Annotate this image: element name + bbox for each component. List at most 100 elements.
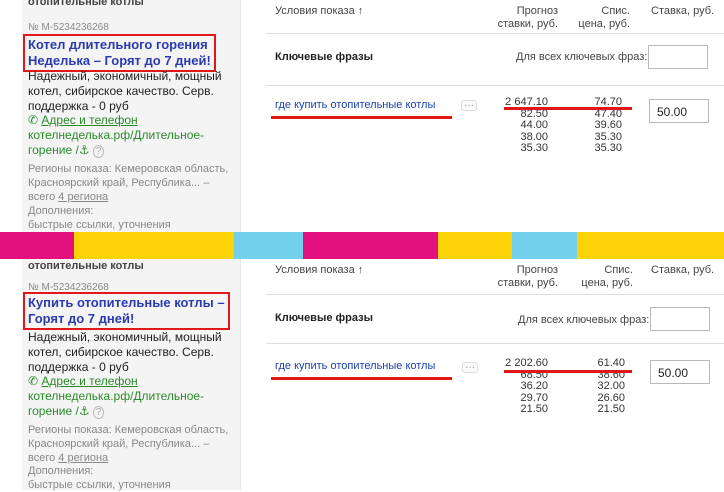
extras-label: Дополнения: xyxy=(28,465,94,477)
stripe-segment xyxy=(234,232,303,259)
forecast-value: 2 647.10 xyxy=(505,96,548,108)
regions-line2: Красноярский край, Республика... – xyxy=(28,438,210,450)
col-conditions-header[interactable]: Условия показа ↑ xyxy=(275,264,363,277)
forecast-values: 2 647.10 82.50 44.00 38.00 35.30 xyxy=(480,96,548,155)
category-label: отопительные котлы xyxy=(28,0,144,8)
ad-number: № М-5234236268 xyxy=(28,282,109,293)
forecast-value: 44.00 xyxy=(520,119,548,132)
address-link[interactable]: Адрес и телефон xyxy=(41,374,138,388)
header-divider xyxy=(266,33,724,34)
section-label: Ключевые фразы xyxy=(275,51,373,63)
stripe-segment xyxy=(438,232,512,259)
extras-value: быстрые ссылки, уточнения xyxy=(28,219,171,231)
ad-extras: Дополнения: быстрые ссылки, уточнения xyxy=(28,464,233,492)
annotation-underline xyxy=(271,377,452,380)
top-ad-panel: отопительные котлы № М-5234236268 Котел … xyxy=(0,0,724,232)
more-options-icon[interactable]: ··· xyxy=(461,100,477,111)
extras-label: Дополнения: xyxy=(28,205,94,217)
forecast-value: 29.70 xyxy=(520,391,548,404)
forecast-value: 36.20 xyxy=(520,380,548,393)
stripe-segment xyxy=(303,232,438,259)
bid-input[interactable]: 50.00 xyxy=(650,360,710,384)
ad-body: Надежный, экономичный, мощный котел, сиб… xyxy=(28,69,233,114)
forecast-value: 38.00 xyxy=(520,130,548,143)
col-forecast-l1: Прогноз xyxy=(516,264,558,276)
col-forecast-l2: ставки, руб. xyxy=(497,18,558,30)
stripe-segment xyxy=(512,232,577,259)
col-price-l1: Спис. xyxy=(604,264,633,276)
regions-total: всего xyxy=(28,452,56,464)
price-value: 74.70 xyxy=(594,96,622,108)
ad-title[interactable]: Купить отопительные котлы – Горят до 7 д… xyxy=(23,292,230,330)
all-phrases-bid-input[interactable] xyxy=(648,45,708,69)
col-price-l1: Спис. xyxy=(601,5,630,17)
category-label: отопительные котлы xyxy=(28,260,144,272)
ad-title[interactable]: Котел длительного горения Неделька – Гор… xyxy=(23,34,216,72)
regions-link[interactable]: 4 региона xyxy=(58,452,109,464)
col-price-l2: цена, руб. xyxy=(578,18,630,30)
extras-value: быстрые ссылки, уточнения xyxy=(28,479,171,491)
price-value: 35.30 xyxy=(594,130,622,143)
regions-line1: Регионы показа: Кемеровская область, xyxy=(28,163,229,175)
col-forecast-header: Прогноз ставки, руб. xyxy=(478,5,558,31)
ad-body-line: котел, сибирское качество. Серв. xyxy=(28,345,214,359)
stripe-segment xyxy=(74,232,234,259)
sitelink-icon: ⚓︎ xyxy=(78,143,90,157)
ad-url-line2: горение / xyxy=(28,143,79,157)
regions-line1: Регионы показа: Кемеровская область, xyxy=(28,424,229,436)
annotation-underline xyxy=(271,116,452,119)
annotation-underline xyxy=(504,107,632,110)
ad-address: ✆ Адрес и телефон котелнеделька.рф/Длите… xyxy=(28,374,233,420)
sort-arrow-icon: ↑ xyxy=(357,264,364,276)
forecast-value: 2 202.60 xyxy=(505,357,548,369)
more-options-icon[interactable]: ··· xyxy=(462,362,478,373)
all-phrases-label: Для всех ключевых фраз: xyxy=(518,314,650,326)
address-link[interactable]: Адрес и телефон xyxy=(41,113,138,127)
ad-extras: Дополнения: быстрые ссылки, уточнения xyxy=(28,204,233,232)
regions-line2: Красноярский край, Республика... – xyxy=(28,177,210,189)
regions-total: всего xyxy=(28,191,56,203)
sitelink-icon: ⚓︎ xyxy=(78,404,90,418)
regions-link[interactable]: 4 региона xyxy=(58,191,109,203)
phone-icon: ✆ xyxy=(28,113,39,127)
col-forecast-header: Прогноз ставки, руб. xyxy=(478,264,558,290)
bottom-ad-panel: отопительные котлы № М-5234236268 Купить… xyxy=(0,259,724,492)
ad-body-line: поддержка - 0 руб xyxy=(28,360,129,374)
ad-title-line1: Купить отопительные котлы – xyxy=(28,295,225,310)
ad-number: № М-5234236268 xyxy=(28,22,109,33)
help-icon[interactable]: ? xyxy=(92,406,105,419)
price-value: 21.50 xyxy=(597,403,625,416)
col-forecast-l2: ставки, руб. xyxy=(497,277,558,289)
header-divider xyxy=(266,294,724,295)
price-value: 26.60 xyxy=(597,391,625,404)
help-icon[interactable]: ? xyxy=(92,145,105,158)
bid-input[interactable]: 50.00 xyxy=(649,99,709,123)
section-divider xyxy=(266,343,724,344)
stripe-segment xyxy=(0,232,74,259)
ad-url-line1: котелнеделька.рф/Длительное- xyxy=(28,128,205,142)
all-phrases-bid-input[interactable] xyxy=(650,307,710,331)
ad-body: Надежный, экономичный, мощный котел, сиб… xyxy=(28,330,233,375)
keyword-link[interactable]: где купить отопительные котлы xyxy=(275,99,436,111)
forecast-value: 35.30 xyxy=(520,142,548,155)
col-conditions-label: Условия показа xyxy=(275,5,355,17)
col-price-header: Спис. цена, руб. xyxy=(575,5,630,31)
section-label: Ключевые фразы xyxy=(275,312,373,324)
col-price-l2: цена, руб. xyxy=(581,277,633,289)
keyword-link[interactable]: где купить отопительные котлы xyxy=(275,360,436,372)
col-conditions-header[interactable]: Условия показа ↑ xyxy=(275,5,363,18)
ad-body-line: котел, сибирское качество. Серв. xyxy=(28,84,214,98)
phone-icon: ✆ xyxy=(28,374,39,388)
ad-body-line: Надежный, экономичный, мощный xyxy=(28,330,222,344)
price-value: 61.40 xyxy=(597,357,625,369)
ad-title-line2: Неделька – Горят до 7 дней! xyxy=(28,53,211,68)
col-bid-header: Ставка, руб. xyxy=(651,5,715,17)
stripe-segment xyxy=(577,232,724,259)
col-price-header: Спис. цена, руб. xyxy=(575,264,633,290)
col-forecast-l1: Прогноз xyxy=(516,5,558,17)
price-values: 61.40 38.60 32.00 26.60 21.50 xyxy=(570,357,625,416)
price-values: 74.70 47.40 39.60 35.30 35.30 xyxy=(570,96,622,155)
ad-title-line2: Горят до 7 дней! xyxy=(28,311,135,326)
price-value: 39.60 xyxy=(594,119,622,132)
ad-regions: Регионы показа: Кемеровская область, Кра… xyxy=(28,162,233,204)
